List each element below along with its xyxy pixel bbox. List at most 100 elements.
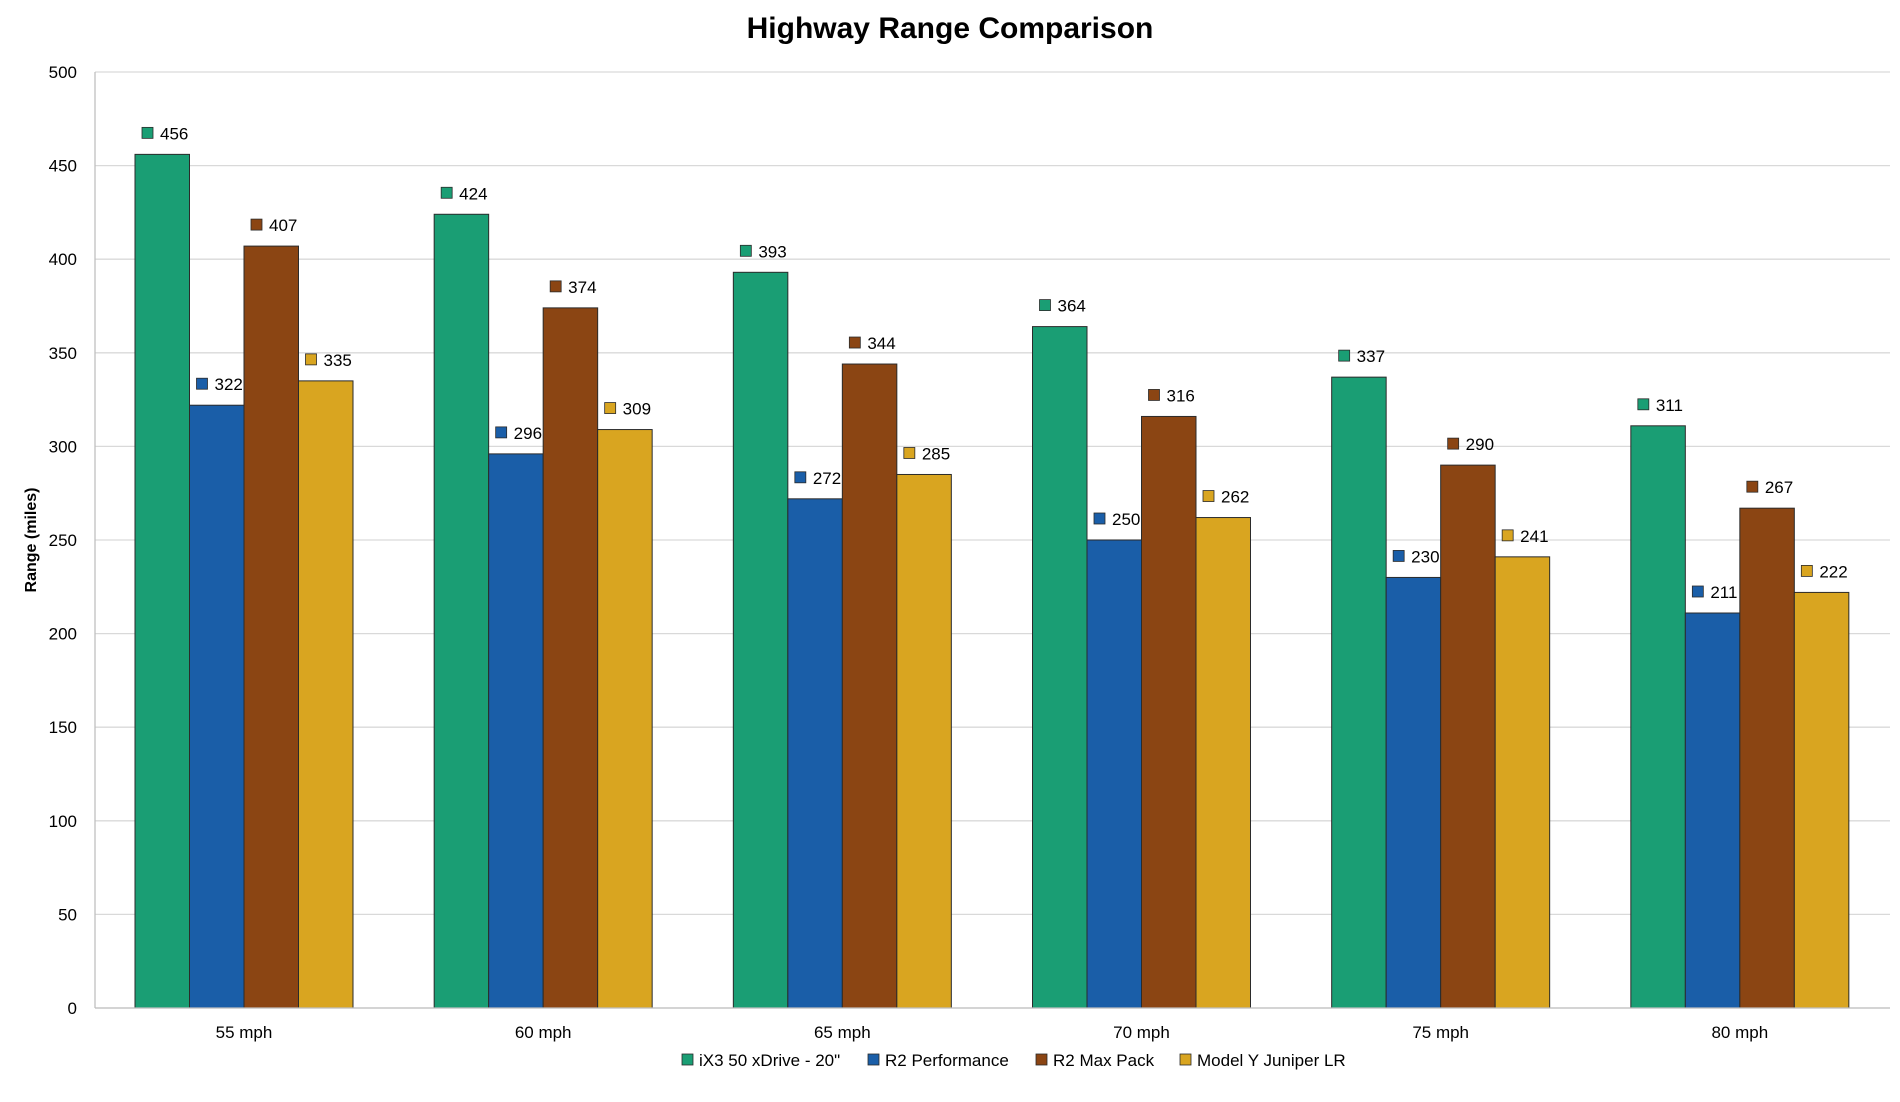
data-label: 250 — [1112, 510, 1140, 529]
legend-item: iX3 50 xDrive - 20" — [681, 1051, 840, 1070]
data-label-marker — [196, 377, 208, 390]
data-label-marker — [1039, 299, 1051, 311]
data-label-marker — [1501, 529, 1514, 542]
data-label: 311 — [1656, 396, 1683, 415]
x-tick-label: 55 mph — [216, 1023, 273, 1042]
x-axis-ticks: 55 mph 60 mph 65 mph 70 mph 75 mph 80 mph — [95, 1007, 1890, 1042]
y-tick-label: 250 — [49, 531, 77, 550]
data-label-marker — [1746, 480, 1759, 493]
chart-title: Highway Range Comparison — [747, 12, 1154, 45]
y-tick-label: 350 — [49, 344, 77, 363]
bar — [1385, 576, 1442, 1009]
bar — [1494, 556, 1551, 1009]
data-label-marker — [903, 447, 916, 459]
bar — [732, 271, 789, 1009]
grid-layer: 0 50 100 150 200 250 300 350 400 450 500 — [49, 63, 1890, 1018]
data-label-marker — [1637, 398, 1650, 411]
bar — [1331, 376, 1387, 1009]
data-labels-layer: 456 322 407 335 424 296 374 309 393 272 344 285 364 2… — [141, 124, 1848, 602]
data-label: 272 — [813, 469, 841, 488]
data-label-marker — [250, 218, 263, 231]
data-label: 316 — [1167, 386, 1195, 405]
data-label: 262 — [1221, 488, 1249, 507]
data-label: 407 — [269, 216, 297, 235]
x-tick-label: 65 mph — [814, 1023, 871, 1042]
data-label: 393 — [758, 242, 786, 261]
y-tick-label: 100 — [49, 812, 77, 831]
bar — [896, 473, 952, 1009]
data-label-marker — [141, 126, 154, 139]
data-label-marker — [1148, 389, 1160, 401]
data-label: 335 — [324, 351, 352, 370]
bar — [841, 363, 898, 1009]
data-label: 222 — [1819, 562, 1847, 581]
legend-swatch — [867, 1053, 880, 1066]
data-label-marker — [848, 336, 861, 349]
bar — [1032, 326, 1088, 1009]
data-label-marker — [549, 280, 562, 293]
bar — [488, 453, 544, 1009]
data-label: 374 — [568, 278, 596, 297]
data-label: 322 — [215, 375, 243, 394]
legend-swatch — [681, 1053, 694, 1066]
y-tick-label: 450 — [49, 157, 77, 176]
data-label: 230 — [1411, 547, 1439, 566]
legend-label: R2 Performance — [885, 1051, 1009, 1070]
data-label-marker — [739, 244, 752, 257]
x-tick-label: 75 mph — [1412, 1023, 1469, 1042]
data-label: 296 — [514, 424, 542, 443]
y-tick-label: 0 — [68, 999, 77, 1018]
data-label-marker — [440, 186, 453, 199]
data-label-marker — [604, 402, 617, 414]
bar — [787, 498, 843, 1009]
data-label-marker — [1093, 512, 1106, 525]
y-tick-label: 50 — [58, 905, 77, 924]
data-label: 267 — [1765, 478, 1793, 497]
data-label: 309 — [623, 400, 651, 419]
y-tick-label: 300 — [49, 437, 77, 456]
data-label-marker — [1447, 437, 1460, 450]
data-label-marker — [1338, 349, 1351, 362]
x-tick-label: 60 mph — [515, 1023, 572, 1042]
data-label-marker — [305, 353, 317, 366]
y-tick-label: 500 — [49, 63, 77, 82]
data-label: 337 — [1357, 347, 1385, 366]
legend-label: iX3 50 xDrive - 20" — [699, 1051, 840, 1070]
data-label: 424 — [459, 184, 487, 203]
x-tick-label: 70 mph — [1113, 1023, 1170, 1042]
data-label: 364 — [1058, 297, 1086, 316]
bar — [1793, 591, 1850, 1009]
legend-label: R2 Max Pack — [1053, 1051, 1155, 1070]
bars-layer — [134, 153, 1850, 1009]
data-label-marker — [794, 471, 807, 484]
bar — [542, 307, 599, 1009]
bar — [1195, 517, 1251, 1009]
data-label: 211 — [1710, 583, 1737, 602]
data-label: 241 — [1520, 527, 1548, 546]
bar — [189, 404, 245, 1009]
data-label: 290 — [1466, 435, 1494, 454]
legend-label: Model Y Juniper LR — [1197, 1051, 1346, 1070]
data-label: 456 — [160, 124, 188, 143]
y-tick-label: 400 — [49, 250, 77, 269]
bar — [134, 153, 190, 1009]
bar — [1684, 612, 1741, 1009]
data-label: 344 — [867, 334, 895, 353]
bar — [1086, 539, 1142, 1009]
x-tick-label: 80 mph — [1711, 1023, 1768, 1042]
data-label-marker — [1691, 585, 1704, 598]
legend-item: Model Y Juniper LR — [1179, 1051, 1346, 1070]
y-tick-label: 200 — [49, 625, 77, 644]
legend: iX3 50 xDrive - 20" R2 Performance R2 Max … — [681, 1051, 1346, 1070]
data-label-marker — [1202, 490, 1215, 502]
bar — [1440, 464, 1496, 1009]
data-label-marker — [1800, 565, 1813, 577]
bar — [1630, 425, 1686, 1009]
bar — [298, 380, 354, 1009]
bar — [433, 213, 490, 1009]
bar — [1739, 507, 1795, 1009]
data-label-marker — [495, 426, 508, 439]
legend-swatch — [1035, 1053, 1048, 1066]
